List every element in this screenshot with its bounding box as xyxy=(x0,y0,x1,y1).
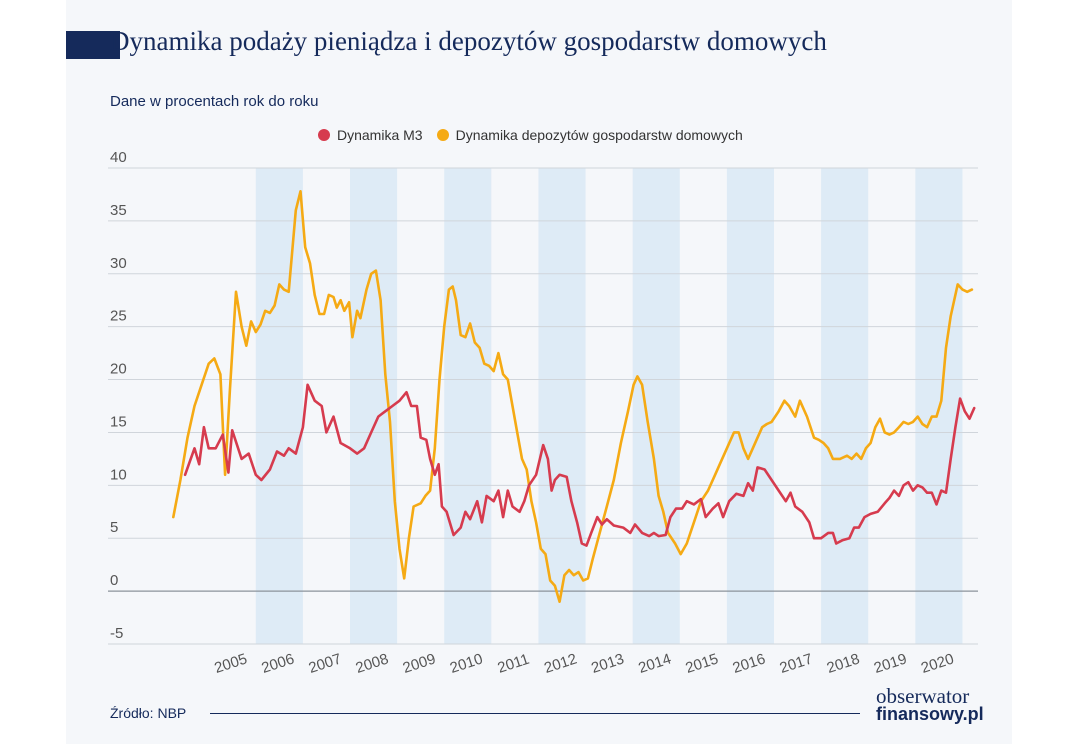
x-tick-label: 2010 xyxy=(448,650,485,676)
x-tick-label: 2011 xyxy=(496,651,532,677)
title-accent-bar xyxy=(66,31,120,59)
x-tick-label: 2005 xyxy=(212,650,249,676)
x-tick-label: 2016 xyxy=(731,650,768,676)
y-tick-label: 15 xyxy=(110,413,127,430)
chart-subtitle: Dane w procentach rok do roku xyxy=(110,93,319,110)
legend-label-m3: Dynamika M3 xyxy=(337,127,423,143)
series-line-deposits xyxy=(172,190,974,603)
year-band-2014 xyxy=(632,168,680,644)
legend-swatch-deposits xyxy=(436,129,449,141)
logo-line-2: finansowy.pl xyxy=(876,704,984,724)
y-tick-label: 20 xyxy=(110,361,127,378)
source-note: Źródło: NBP xyxy=(110,705,187,721)
x-tick-label: 2007 xyxy=(307,650,344,676)
year-band-2008 xyxy=(349,168,398,644)
logo-line-1: obserwator xyxy=(876,684,970,708)
y-tick-label: 5 xyxy=(110,519,118,536)
y-tick-label: 35 xyxy=(110,202,127,219)
x-tick-label: 2014 xyxy=(636,650,673,676)
series-line-m3 xyxy=(183,383,976,547)
x-tick-label: 2012 xyxy=(542,650,579,676)
year-band-2010 xyxy=(444,168,492,644)
x-tick-label: 2019 xyxy=(872,650,909,676)
y-tick-label: 40 xyxy=(110,149,127,166)
year-band-2006 xyxy=(255,168,303,644)
y-tick-label: 25 xyxy=(110,308,127,325)
y-tick-label: -5 xyxy=(110,625,123,642)
x-tick-label: 2020 xyxy=(919,650,956,676)
x-tick-label: 2006 xyxy=(259,650,296,676)
x-tick-label: 2013 xyxy=(589,650,626,676)
legend-item-deposits: Dynamika depozytów gospodarstw domowych xyxy=(436,127,743,143)
x-tick-label: 2009 xyxy=(401,650,438,676)
legend: Dynamika M3 Dynamika depozytów gospodars… xyxy=(318,125,757,145)
year-band-2016 xyxy=(726,168,775,644)
x-tick-label: 2008 xyxy=(354,650,391,676)
chart-title: Dynamika podaży pieniądza i depozytów go… xyxy=(110,26,827,56)
footer-rule xyxy=(210,713,860,714)
legend-label-deposits: Dynamika depozytów gospodarstw domowych xyxy=(455,127,743,143)
x-tick-label: 2018 xyxy=(825,650,862,676)
publisher-logo: obserwator finansowy.pl xyxy=(876,684,984,724)
y-tick-label: 0 xyxy=(110,572,118,589)
y-tick-label: 30 xyxy=(110,255,127,272)
legend-item-m3: Dynamika M3 xyxy=(318,127,423,143)
legend-swatch-m3 xyxy=(318,129,330,141)
y-tick-label: 10 xyxy=(110,466,127,483)
x-tick-label: 2017 xyxy=(778,650,815,676)
x-tick-label: 2015 xyxy=(683,650,720,676)
year-band-2018 xyxy=(821,168,869,644)
